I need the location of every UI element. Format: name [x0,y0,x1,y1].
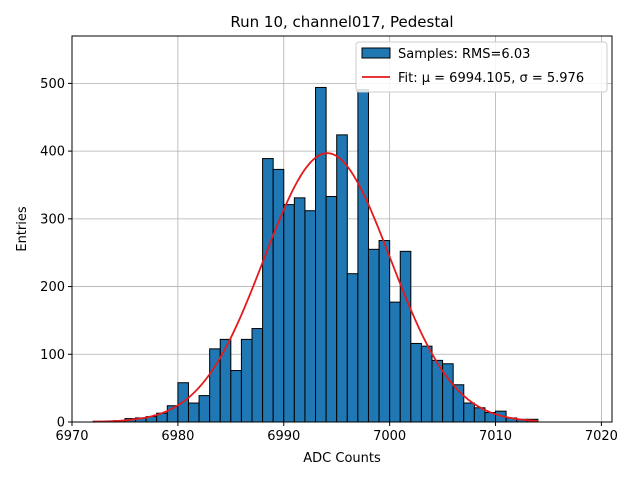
legend-label-fit: Fit: μ = 6994.105, σ = 5.976 [398,71,584,86]
legend: Samples: RMS=6.03 Fit: μ = 6994.105, σ =… [355,41,608,93]
histogram-bar [272,168,285,423]
histogram-bars [92,86,539,423]
histogram-bar [399,250,412,423]
fit-curve [93,152,538,423]
histogram-bar [187,402,200,423]
histogram-bar [304,210,317,423]
x-axis-label: ADC Counts [303,451,381,466]
histogram-bar [198,395,211,423]
legend-swatch-samples [361,47,391,59]
histogram-bar [315,86,327,423]
histogram-bar [230,370,242,423]
histogram-bar [240,338,253,423]
histogram-bar [378,240,391,423]
legend-frame [355,41,608,93]
y-tick-label: 400 [40,145,65,160]
chart-title: Run 10, channel017, Pedestal [230,13,453,31]
x-tick-label: 7000 [373,429,406,444]
y-tick-label: 100 [40,348,65,363]
histogram-bar [251,328,264,423]
fit-curve-group [93,152,538,423]
histogram-bar [325,195,338,423]
legend-label-samples: Samples: RMS=6.03 [398,47,530,62]
y-tick-label: 300 [40,212,65,227]
y-tick-label: 0 [57,416,65,431]
histogram-bar [367,248,380,423]
y-axis-label: Entries [15,206,30,252]
y-tick-label: 200 [40,280,65,295]
histogram-bar [293,197,306,423]
x-tick-label: 6990 [267,429,300,444]
histogram-bar [283,204,295,423]
histogram-bar [336,134,348,423]
x-tick-label: 7010 [479,429,512,444]
plot-frame [71,35,613,423]
histogram-bar [357,88,369,423]
histogram-bar [219,338,232,423]
x-tick-label: 7020 [585,429,618,444]
histogram-bar [420,345,433,423]
x-tick-label: 6970 [55,429,88,444]
histogram-bar [262,158,274,423]
histogram-bar [463,402,475,423]
y-axis-ticks: 0 100 200 300 400 500 [40,77,72,431]
x-tick-label: 6980 [161,429,194,444]
histogram-bar [346,273,359,423]
histogram-bar [410,342,422,423]
y-tick-label: 500 [40,77,65,92]
histogram-bar [389,301,401,423]
x-axis-ticks: 6970 6980 6990 7000 7010 7020 [55,422,618,444]
